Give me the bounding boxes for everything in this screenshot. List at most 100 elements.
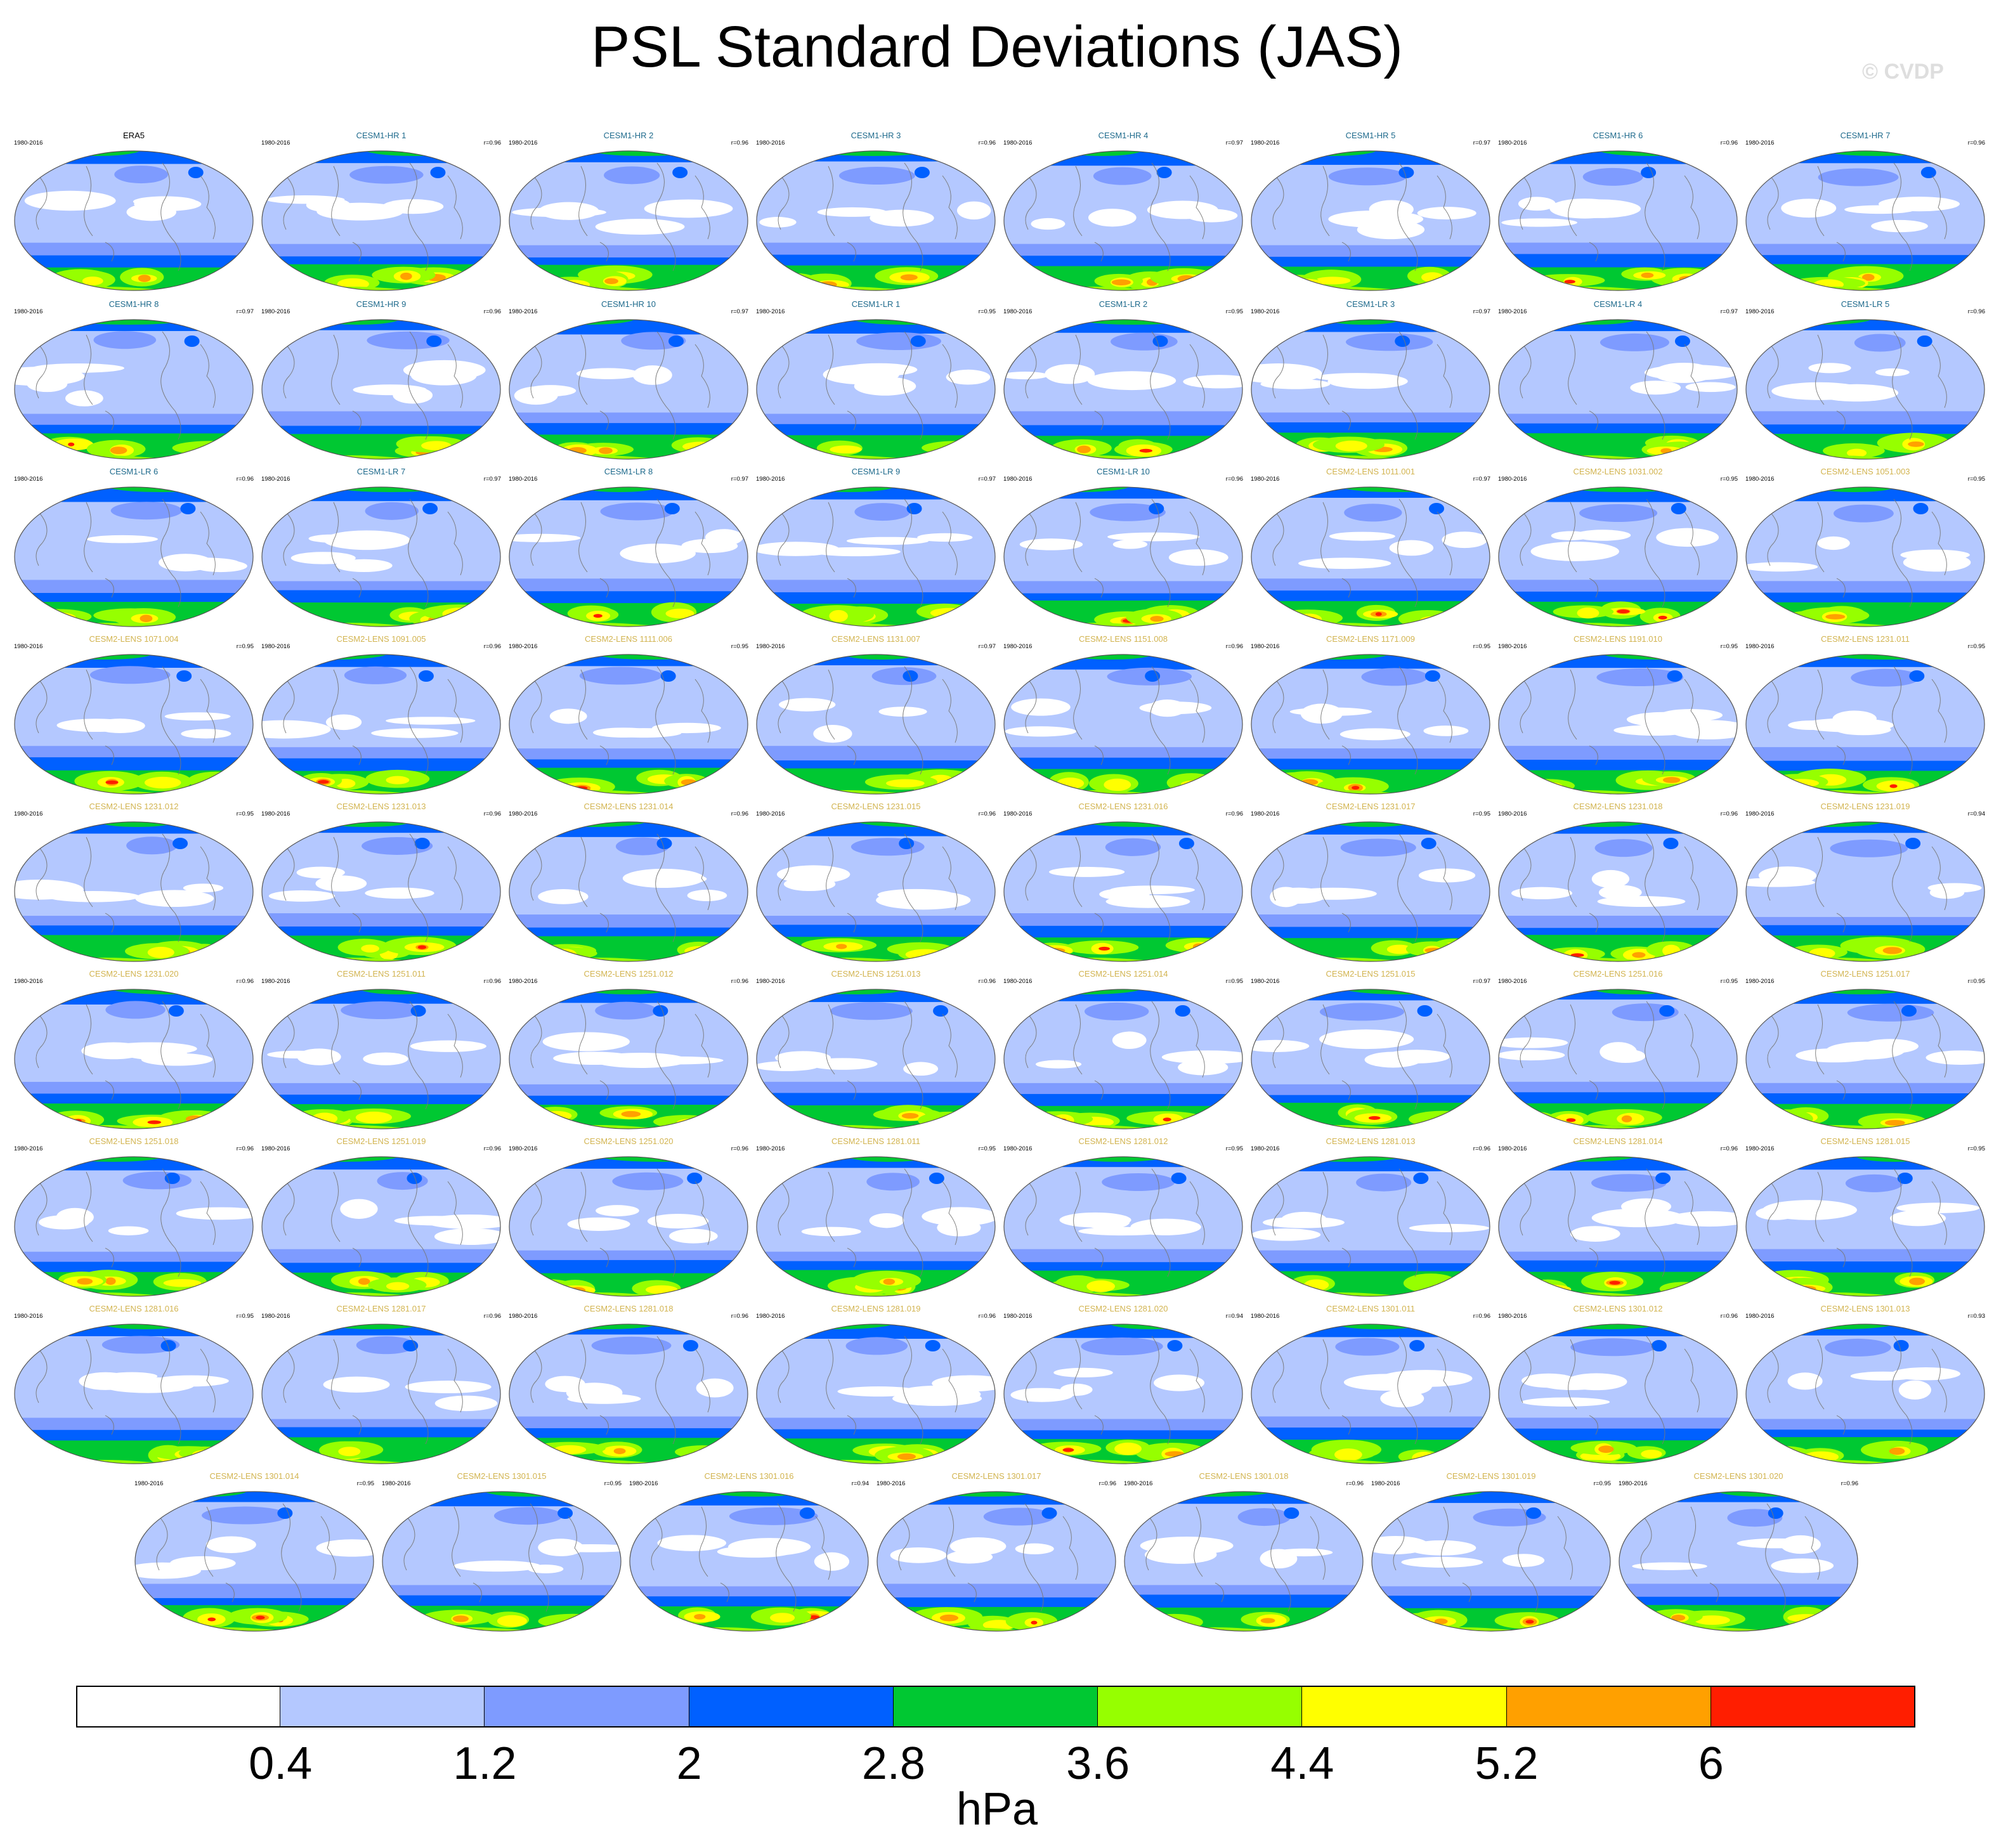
map-panel: CESM1-HR 7 1980-2016 r=0.96 [1742, 131, 1989, 294]
map-panel: CESM2-LENS 1051.003 1980-2016 r=0.95 [1742, 467, 1989, 630]
field-north-pacific [202, 1506, 289, 1525]
field-tropics [1787, 1372, 1823, 1390]
map-svg [1498, 989, 1738, 1129]
map-border [756, 989, 996, 1129]
map-svg [1619, 1491, 1858, 1632]
map-svg [509, 989, 748, 1129]
field-high-3 [1188, 780, 1200, 788]
coastline [1519, 843, 1532, 901]
field-north-low [164, 1173, 180, 1184]
map-svg [1251, 319, 1490, 460]
coastline [578, 1339, 588, 1410]
field-north-low [1663, 838, 1679, 849]
field-north-pacific [621, 332, 686, 350]
map-panel-grid: ERA5 1980-2016 CESM1-HR 1 1980-2016 r=0.96 CE… [10, 131, 1989, 1632]
coastline [408, 666, 429, 775]
map-svg [14, 1156, 254, 1297]
panel-correlation: r=0.97 [1473, 140, 1490, 146]
coastline [897, 1513, 910, 1571]
map-panel: CESM2-LENS 1251.014 1980-2016 r=0.95 [1000, 969, 1247, 1133]
field-high-3 [1889, 1447, 1905, 1455]
field-north-low [1167, 1340, 1183, 1351]
panel-years: 1980-2016 [14, 308, 43, 315]
panel-correlation: r=0.96 [731, 978, 748, 985]
field-high-2 [82, 277, 103, 285]
map-border [1498, 1324, 1738, 1464]
coastline [1568, 836, 1577, 908]
field-tropics [1107, 532, 1200, 542]
coastline [447, 1013, 463, 1078]
coastline [1392, 1513, 1405, 1571]
map-panel: CESM2-LENS 1281.011 1980-2016 r=0.95 [752, 1136, 1000, 1300]
panel-years: 1980-2016 [756, 476, 785, 483]
field-north-low [418, 670, 434, 682]
map-svg [14, 150, 254, 291]
field-north-pacific [493, 1507, 563, 1525]
coastline [282, 172, 295, 230]
coastline [530, 508, 542, 566]
field-tropics [1409, 1223, 1489, 1232]
map-svg [261, 654, 501, 795]
coastline [1024, 1178, 1037, 1236]
coastline [35, 675, 48, 734]
panel-years: 1980-2016 [1251, 1145, 1280, 1152]
field-arctic [1499, 487, 1737, 502]
field-high-1 [922, 441, 991, 455]
map-panel: CESM2-LENS 1191.010 1980-2016 r=0.95 [1494, 634, 1742, 798]
panel-correlation: r=0.94 [1225, 1313, 1243, 1320]
coastline [331, 1004, 341, 1075]
map-svg [1251, 486, 1490, 627]
coastline [1320, 1339, 1330, 1410]
field-tropics [1781, 198, 1837, 218]
field-high-3 [604, 278, 618, 284]
field-high-3 [1077, 445, 1091, 453]
field-high-3 [792, 280, 807, 287]
coastline [84, 334, 93, 405]
field-tropics [1178, 1059, 1228, 1076]
panel-correlation: r=0.96 [731, 1313, 748, 1320]
field-north-low [925, 1340, 941, 1351]
field-arctic [1004, 989, 1242, 1001]
coastline [1073, 502, 1083, 573]
panel-title: CESM1-HR 10 [601, 299, 656, 309]
panel-title: CESM2-LENS 1171.009 [1326, 634, 1415, 644]
panel-years: 1980-2016 [629, 1480, 658, 1487]
field-arctic [15, 487, 253, 502]
field-tropics [1871, 219, 1928, 233]
coastline [1892, 666, 1913, 775]
coastline [200, 1348, 216, 1413]
field-high-1 [1142, 1615, 1196, 1631]
field-high-4 [1375, 612, 1382, 616]
map-border [1251, 319, 1490, 460]
field-high-3 [1177, 275, 1196, 283]
field-arctic [757, 320, 995, 334]
panel-title: CESM2-LENS 1301.013 [1820, 1304, 1910, 1313]
panel-years: 1980-2016 [261, 810, 290, 817]
map-svg [1003, 654, 1243, 795]
coastline [1062, 1516, 1078, 1580]
field-tropics [1549, 198, 1620, 219]
map-panel: CESM2-LENS 1281.016 1980-2016 r=0.95 [10, 1304, 257, 1467]
field-high-3 [901, 1113, 919, 1119]
field-tropics [1183, 375, 1242, 389]
map-border [509, 1324, 748, 1464]
panel-title: CESM2-LENS 1281.015 [1820, 1136, 1910, 1146]
field-north-pacific [126, 836, 178, 855]
panel-correlation: r=0.96 [978, 1313, 996, 1320]
panel-correlation: r=0.96 [1720, 810, 1738, 817]
coastline [903, 162, 923, 271]
field-arctic [262, 487, 500, 502]
map-border [1003, 486, 1243, 627]
field-high-2 [886, 779, 925, 788]
field-arctic [1746, 487, 1984, 502]
panel-title: CESM1-HR 8 [108, 299, 159, 309]
coastline [1645, 833, 1665, 942]
coastline [1518, 1503, 1539, 1612]
coastline [1150, 331, 1171, 440]
panel-years: 1980-2016 [756, 1313, 785, 1320]
map-svg [756, 821, 996, 962]
field-tropics [1144, 1545, 1217, 1564]
field-arctic [757, 1324, 995, 1339]
map-panel: CESM1-HR 10 1980-2016 r=0.97 [505, 299, 752, 463]
coastline [942, 1013, 958, 1078]
